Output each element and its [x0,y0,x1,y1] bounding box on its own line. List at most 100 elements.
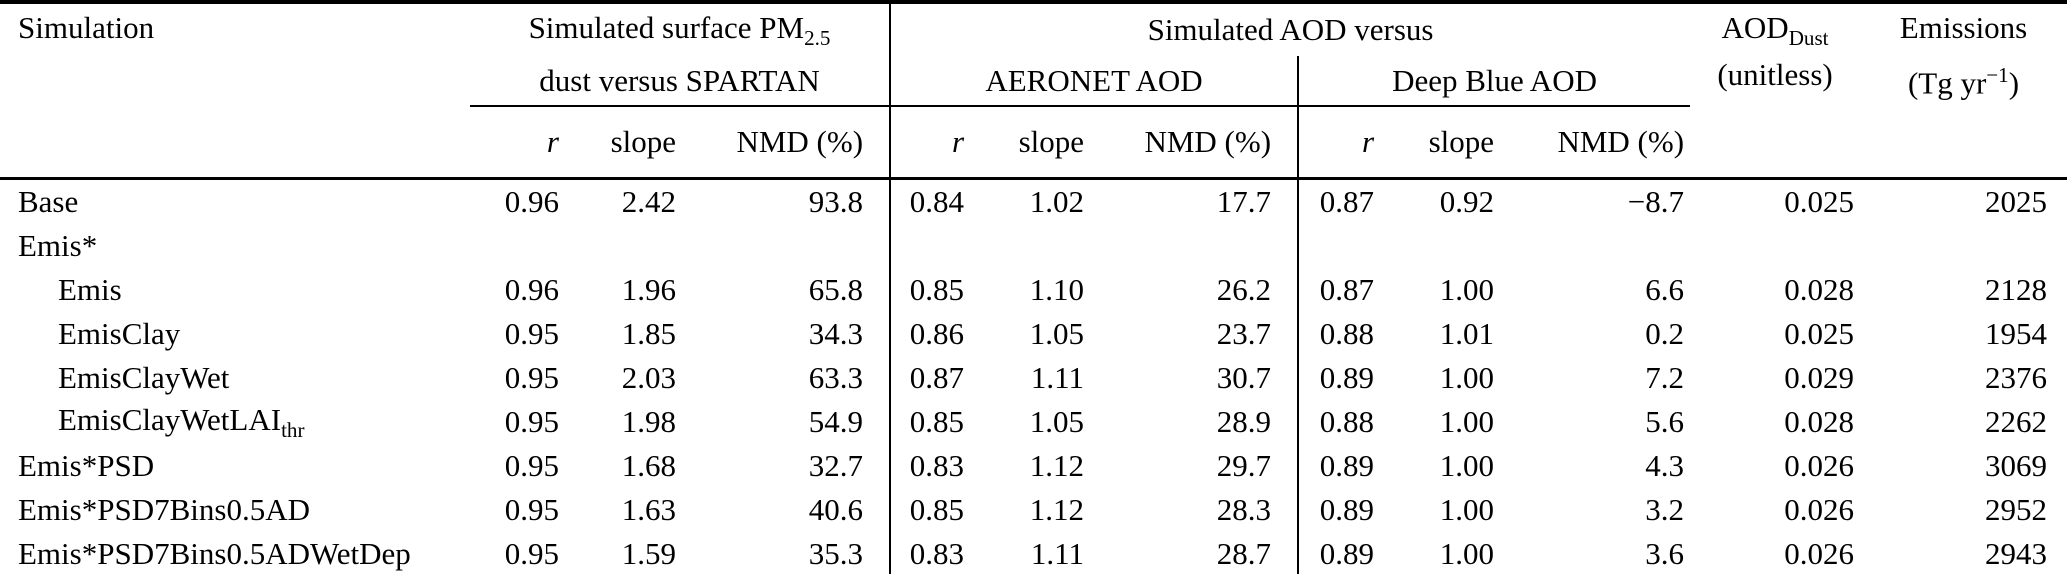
header-aod-dust-line1: AODDust [1690,4,1860,52]
cell-emissions: 2376 [1985,360,2048,396]
cell-spartan-nmd: 65.8 [682,268,892,313]
cell-aeronet-r: 0.85 [909,492,965,528]
header-aod-dust-subscript: Dust [1788,26,1829,51]
cell-emissions: 2025 [1985,184,2048,220]
row-label: EmisClay [0,312,470,356]
cell-aeronet-r [890,224,970,268]
table-row: Emis*PSD7Bins0.5AD 0.95 1.63 40.6 0.85 1.12 28… [0,488,2067,533]
header-emissions-units-post: ) [2008,65,2020,101]
cell-aeronet-nmd: 28.9 [1090,400,1300,445]
header-emissions: Emissions (Tg yr−1) [1860,2,2067,106]
header-aod-dust-units: (unitless) [1717,57,1833,92]
subheader-aeronet-r: r [890,106,971,181]
cell-aeronet-slope: 1.12 [1029,448,1085,484]
cell-deepblue-slope: 1.01 [1439,316,1495,352]
cell-aeronet-nmd [1090,224,1300,269]
cell-aeronet-r: 0.85 [909,404,965,440]
cell-aeronet-r: 0.86 [909,316,965,352]
cell-emissions: 3069 [1985,448,2048,484]
cell-aod-dust: 0.025 [1784,316,1855,352]
table-row: Emis*PSD 0.95 1.68 32.7 0.83 1.12 29.7 0.89 1.00… [0,444,2067,489]
header-row-metrics: r slope NMD (%) r slope NMD (%) r slope … [0,106,2067,181]
cell-deepblue-r: 0.89 [1319,360,1375,396]
cell-aeronet-nmd: 29.7 [1090,444,1300,489]
cell-aeronet-nmd: 17.7 [1090,178,1300,225]
row-label-text: EmisClayWet [58,360,230,396]
cell-deepblue-r: 0.89 [1319,536,1375,572]
header-emissions-units-exponent: −1 [1986,63,2009,87]
cell-deepblue-nmd: 3.2 [1645,492,1685,528]
cell-spartan-r: 0.95 [504,404,559,440]
header-aod-versus: Simulated AOD versus [1147,12,1434,48]
cell-spartan-nmd: 54.9 [682,400,892,445]
cell-aeronet-r: 0.83 [909,536,965,572]
cell-aod-dust [1690,224,1860,268]
cell-deepblue-nmd: 6.6 [1645,272,1685,308]
subheader-aeronet-nmd: NMD (%) [1090,106,1300,181]
table-row: Base 0.96 2.42 93.8 0.84 1.02 17.7 0.87 0.92 −8.7… [0,178,2067,225]
cell-emissions: 1954 [1985,316,2048,352]
cell-deepblue-r: 0.88 [1319,316,1375,352]
table-row: EmisClayWet 0.95 2.03 63.3 0.87 1.11 30.7 0.89 1… [0,356,2067,401]
cell-spartan-nmd: 34.3 [682,312,892,357]
row-label-text: Emis*PSD [18,448,155,484]
cell-aod-dust: 0.025 [1784,184,1855,220]
table-header: Simulation Simulated surface PM2.5 Simul… [0,2,2067,181]
header-row-groups: Simulation Simulated surface PM2.5 Simul… [0,2,2067,181]
cell-spartan-r: 0.95 [504,360,559,396]
cell-emissions: 2952 [1985,492,2048,528]
cell-deepblue-slope: 1.00 [1439,536,1495,572]
cell-spartan-nmd: 63.3 [682,356,892,401]
cell-aod-dust: 0.026 [1784,492,1855,528]
row-label: Emis*PSD7Bins0.5ADWetDep [0,532,470,574]
subheader-spartan-slope: slope [565,106,682,181]
header-aod-dust-text: AOD [1721,10,1789,45]
cell-aeronet-slope [970,224,1090,268]
cell-emissions: 2262 [1985,404,2048,440]
cell-deepblue-r: 0.87 [1319,272,1375,308]
cell-aeronet-r: 0.83 [909,448,965,484]
cell-spartan-slope: 1.98 [621,404,676,440]
header-row-subgroups: dust versus SPARTAN AERONET AOD Deep Blu… [0,56,2067,108]
row-label: Base [0,179,470,225]
row-label: Emis [0,268,470,312]
cell-emissions: 2943 [1985,536,2048,572]
cell-deepblue-r: 0.89 [1319,448,1375,484]
cell-deepblue-slope: 1.00 [1439,492,1495,528]
cell-aeronet-slope: 1.05 [1029,404,1085,440]
header-aeronet: AERONET AOD [890,56,1300,108]
cell-spartan-nmd: 32.7 [682,444,892,489]
subheader-spartan-r: r [470,106,565,181]
row-label-text: EmisClay [58,316,181,352]
cell-aod-dust: 0.026 [1784,448,1855,484]
header-spartan-group-text: Simulated surface PM [528,9,805,45]
subheader-deepblue-r: r [1298,106,1381,181]
row-label-text: Base [18,184,79,220]
subheader-deepblue-nmd: NMD (%) [1500,106,1691,181]
table-row: EmisClayWetLAIthr 0.95 1.98 54.9 0.85 1.05 28.… [0,400,2067,445]
cell-spartan-nmd: 40.6 [682,488,892,533]
subheader-empty-aod-dust [1690,106,1861,181]
cell-deepblue-slope [1380,224,1500,268]
cell-deepblue-nmd: 7.2 [1645,360,1685,396]
cell-aod-dust: 0.028 [1784,404,1855,440]
table-row: Emis*PSD7Bins0.5ADWetDep 0.95 1.59 35.3 0.83… [0,532,2067,574]
row-label: Emis*PSD [0,444,470,488]
cell-deepblue-r: 0.88 [1319,404,1375,440]
header-deepblue: Deep Blue AOD [1298,56,1691,108]
row-label-text: Emis*PSD7Bins0.5AD [18,492,310,528]
cell-deepblue-nmd: 5.6 [1645,404,1685,440]
row-label: Emis* [0,224,470,268]
cell-emissions [1860,224,2067,268]
subheader-aeronet-slope: slope [970,106,1091,181]
subheader-deepblue-slope: slope [1380,106,1501,181]
row-label-text: Emis [58,272,122,308]
cell-spartan-r: 0.95 [504,448,559,484]
cell-aeronet-slope: 1.12 [1029,492,1085,528]
cell-deepblue-slope: 1.00 [1439,404,1495,440]
cell-spartan-r [470,224,565,268]
subheader-empty-emissions [1860,106,2067,181]
header-spartan-line2: dust versus SPARTAN [470,56,892,108]
cell-aod-dust: 0.028 [1784,272,1855,308]
